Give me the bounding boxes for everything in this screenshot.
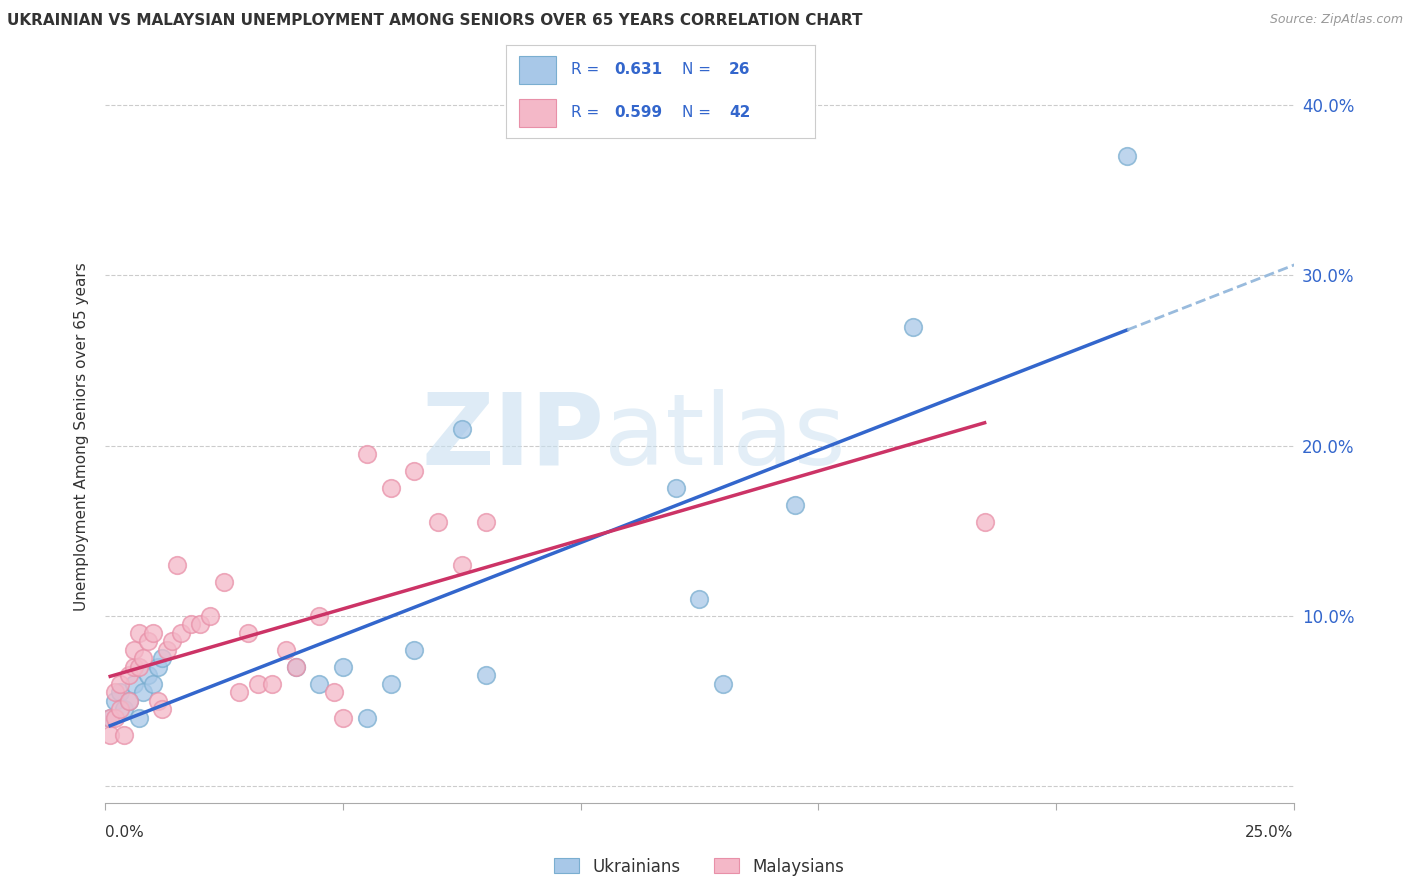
- Point: [308, 608, 330, 623]
- Point: [104, 685, 127, 699]
- Point: [104, 711, 127, 725]
- Point: [260, 677, 283, 691]
- Point: [180, 617, 202, 632]
- Point: [246, 677, 269, 691]
- Point: [132, 685, 155, 699]
- Point: [104, 694, 127, 708]
- Point: [156, 642, 179, 657]
- Point: [380, 677, 402, 691]
- Point: [332, 711, 354, 725]
- Text: R =: R =: [571, 62, 605, 78]
- Text: 0.631: 0.631: [614, 62, 662, 78]
- Text: 25.0%: 25.0%: [1246, 825, 1294, 840]
- Point: [903, 319, 925, 334]
- Point: [274, 642, 297, 657]
- Text: UKRAINIAN VS MALAYSIAN UNEMPLOYMENT AMONG SENIORS OVER 65 YEARS CORRELATION CHAR: UKRAINIAN VS MALAYSIAN UNEMPLOYMENT AMON…: [7, 13, 862, 29]
- Point: [356, 447, 378, 461]
- Point: [427, 515, 450, 529]
- Point: [114, 702, 136, 716]
- Point: [136, 634, 159, 648]
- Bar: [519, 56, 555, 84]
- Point: [711, 677, 734, 691]
- Point: [404, 642, 426, 657]
- Text: atlas: atlas: [605, 389, 846, 485]
- Point: [118, 694, 141, 708]
- Point: [783, 498, 806, 512]
- Point: [152, 651, 174, 665]
- Point: [284, 659, 307, 673]
- Point: [142, 677, 165, 691]
- Point: [332, 659, 354, 673]
- Point: [450, 558, 472, 572]
- Point: [308, 677, 330, 691]
- Point: [236, 625, 259, 640]
- Point: [404, 464, 426, 478]
- Point: [1116, 149, 1139, 163]
- Point: [128, 625, 150, 640]
- Point: [146, 694, 169, 708]
- Point: [190, 617, 212, 632]
- Point: [108, 685, 131, 699]
- Text: 42: 42: [728, 105, 751, 120]
- Point: [118, 694, 141, 708]
- Text: N =: N =: [682, 105, 716, 120]
- Point: [98, 728, 121, 742]
- Point: [136, 668, 159, 682]
- Point: [128, 659, 150, 673]
- Point: [122, 677, 145, 691]
- Point: [228, 685, 250, 699]
- Text: 26: 26: [728, 62, 751, 78]
- Point: [98, 711, 121, 725]
- Point: [108, 702, 131, 716]
- Text: 0.0%: 0.0%: [105, 825, 145, 840]
- Point: [689, 591, 711, 606]
- Text: N =: N =: [682, 62, 716, 78]
- Point: [152, 702, 174, 716]
- Text: R =: R =: [571, 105, 605, 120]
- Point: [146, 659, 169, 673]
- Point: [356, 711, 378, 725]
- Point: [380, 481, 402, 495]
- Legend: Ukrainians, Malaysians: Ukrainians, Malaysians: [548, 851, 851, 882]
- Text: Source: ZipAtlas.com: Source: ZipAtlas.com: [1270, 13, 1403, 27]
- Point: [122, 659, 145, 673]
- Point: [160, 634, 183, 648]
- Point: [98, 711, 121, 725]
- Point: [142, 625, 165, 640]
- Point: [973, 515, 995, 529]
- Text: ZIP: ZIP: [422, 389, 605, 485]
- Point: [170, 625, 193, 640]
- Point: [214, 574, 236, 589]
- Point: [284, 659, 307, 673]
- Point: [665, 481, 688, 495]
- Point: [132, 651, 155, 665]
- Y-axis label: Unemployment Among Seniors over 65 years: Unemployment Among Seniors over 65 years: [75, 263, 90, 611]
- Point: [450, 421, 472, 435]
- Point: [198, 608, 221, 623]
- Point: [166, 558, 188, 572]
- Point: [122, 642, 145, 657]
- Point: [128, 711, 150, 725]
- Point: [474, 668, 496, 682]
- Point: [118, 668, 141, 682]
- Point: [108, 677, 131, 691]
- Point: [322, 685, 344, 699]
- Bar: [519, 99, 555, 127]
- Text: 0.599: 0.599: [614, 105, 662, 120]
- Point: [114, 728, 136, 742]
- Point: [474, 515, 496, 529]
